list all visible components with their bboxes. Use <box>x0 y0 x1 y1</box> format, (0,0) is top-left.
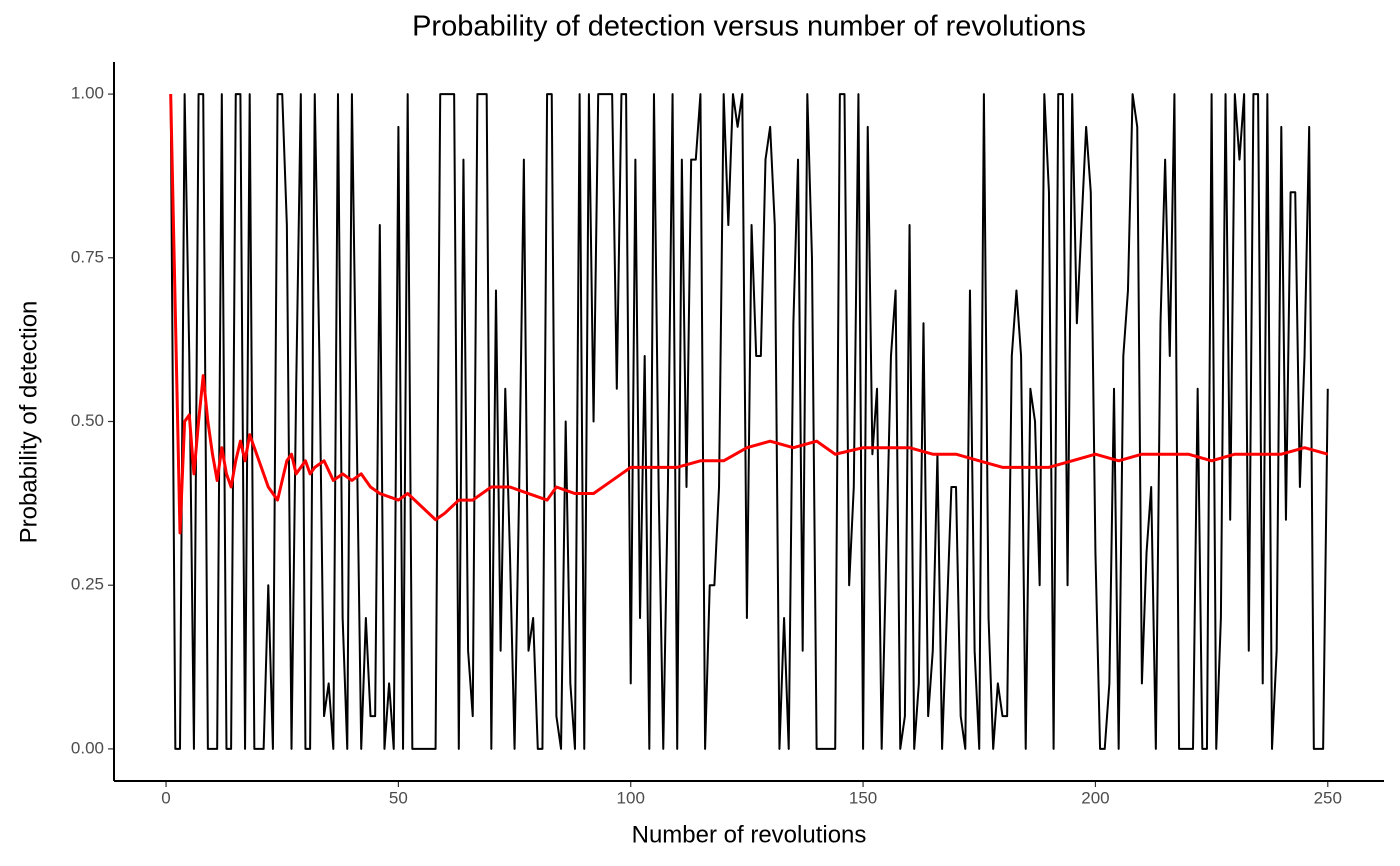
y-tick-label: 0.00 <box>71 738 104 757</box>
data-line <box>169 94 1329 535</box>
x-tick-label: 0 <box>161 788 170 807</box>
x-tick-label: 150 <box>849 788 877 807</box>
x-axis-title: Number of revolutions <box>632 821 867 848</box>
y-axis-title: Probability of detection <box>15 301 42 544</box>
y-tick-label: 0.25 <box>71 575 104 594</box>
y-tick-label: 0.50 <box>71 411 104 430</box>
x-tick-label: 50 <box>389 788 408 807</box>
y-tick-label: 0.75 <box>71 247 104 266</box>
y-tick-label: 1.00 <box>71 84 104 103</box>
chart-title: Probability of detection versus number o… <box>412 11 1086 43</box>
x-tick-label: 250 <box>1314 788 1342 807</box>
x-tick-label: 100 <box>617 788 645 807</box>
data-line <box>169 93 1329 750</box>
x-tick-label: 200 <box>1081 788 1109 807</box>
